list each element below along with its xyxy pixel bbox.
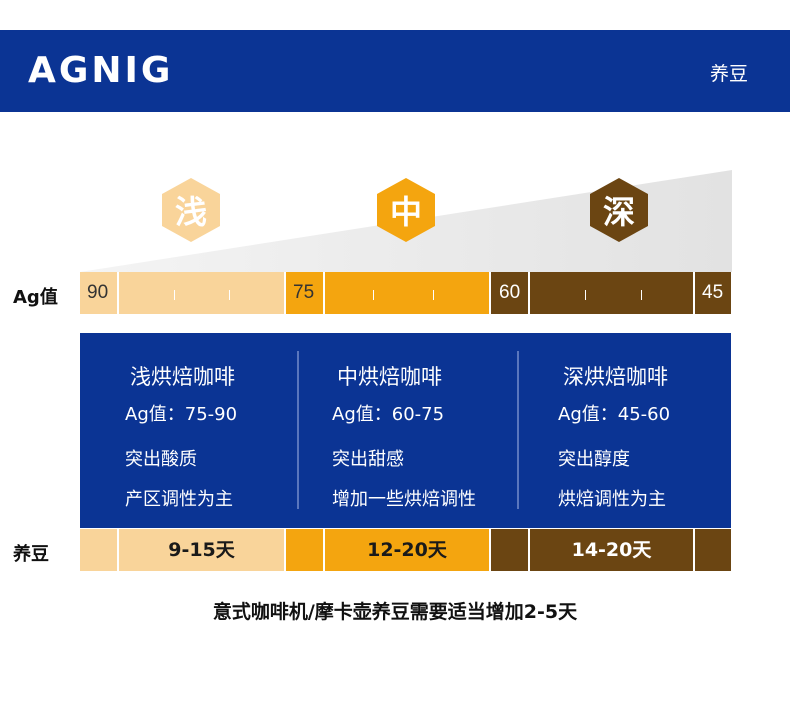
- ag-bar-light: [119, 272, 284, 314]
- ag-cell-75: 75: [286, 272, 323, 314]
- tick-mark: [174, 290, 175, 300]
- rest-cell-medium-start: [286, 529, 323, 571]
- medium-roast-badge: 中: [377, 178, 435, 242]
- column-divider: [517, 351, 519, 509]
- rest-days-medium-label: 12-20天: [367, 539, 447, 561]
- column-divider: [297, 351, 299, 509]
- medium-roast-feature: 突出甜感: [332, 449, 404, 470]
- rest-days-dark-label: 14-20天: [571, 539, 652, 561]
- ag-row-label: Ag值: [13, 287, 58, 308]
- tick-mark: [641, 290, 642, 300]
- rest-days-light: 9-15天: [119, 529, 284, 571]
- light-roast-range: Ag值：75-90: [125, 404, 238, 425]
- light-roast-badge: 浅: [162, 178, 220, 242]
- tick-mark: [229, 290, 230, 300]
- ag-value-60: 60: [499, 282, 521, 303]
- ag-value-75: 75: [293, 282, 315, 303]
- rest-days-medium: 12-20天: [325, 529, 489, 571]
- dark-roast-title: 深烘焙咖啡: [563, 365, 668, 389]
- brand-logo: AGNIG: [28, 50, 174, 91]
- ag-value-45: 45: [702, 282, 724, 303]
- tick-mark: [373, 290, 374, 300]
- header-bar: AGNIG 养豆: [0, 30, 790, 112]
- medium-roast-note: 增加一些烘焙调性: [332, 489, 476, 510]
- rest-cell-dark-end: [695, 529, 731, 571]
- ag-bar-dark: [530, 272, 693, 314]
- ag-cell-45: 45: [695, 272, 731, 314]
- ag-value-90: 90: [87, 282, 109, 303]
- dark-roast-feature: 突出醇度: [558, 449, 630, 470]
- rest-cell-light-start: [80, 529, 117, 571]
- ag-cell-90: 90: [80, 272, 117, 314]
- dark-roast-badge-label: 深: [602, 193, 635, 231]
- rest-row-label: 养豆: [13, 544, 49, 565]
- ag-cell-60: 60: [491, 272, 528, 314]
- dark-roast-range: Ag值：45-60: [558, 404, 671, 425]
- header-subtitle: 养豆: [709, 63, 748, 85]
- espresso-footnote: 意式咖啡机/摩卡壶养豆需要适当增加2-5天: [212, 601, 578, 623]
- light-roast-note: 产区调性为主: [125, 489, 233, 510]
- dark-roast-note: 烘焙调性为主: [558, 489, 666, 510]
- rest-cell-dark-start: [491, 529, 528, 571]
- medium-roast-range: Ag值：60-75: [332, 404, 445, 425]
- light-roast-badge-label: 浅: [174, 193, 207, 231]
- light-roast-feature: 突出酸质: [125, 449, 197, 470]
- roast-info-panel: 浅烘焙咖啡 Ag值：75-90 突出酸质 产区调性为主 中烘焙咖啡 Ag值：60…: [80, 333, 731, 528]
- rest-days-dark: 14-20天: [530, 529, 693, 571]
- dark-roast-badge: 深: [590, 178, 648, 242]
- medium-roast-title: 中烘焙咖啡: [337, 365, 442, 389]
- rest-days-light-label: 9-15天: [168, 539, 235, 561]
- medium-roast-badge-label: 中: [389, 193, 422, 231]
- tick-mark: [585, 290, 586, 300]
- ag-bar-medium: [325, 272, 489, 314]
- light-roast-title: 浅烘焙咖啡: [130, 365, 235, 389]
- tick-mark: [433, 290, 434, 300]
